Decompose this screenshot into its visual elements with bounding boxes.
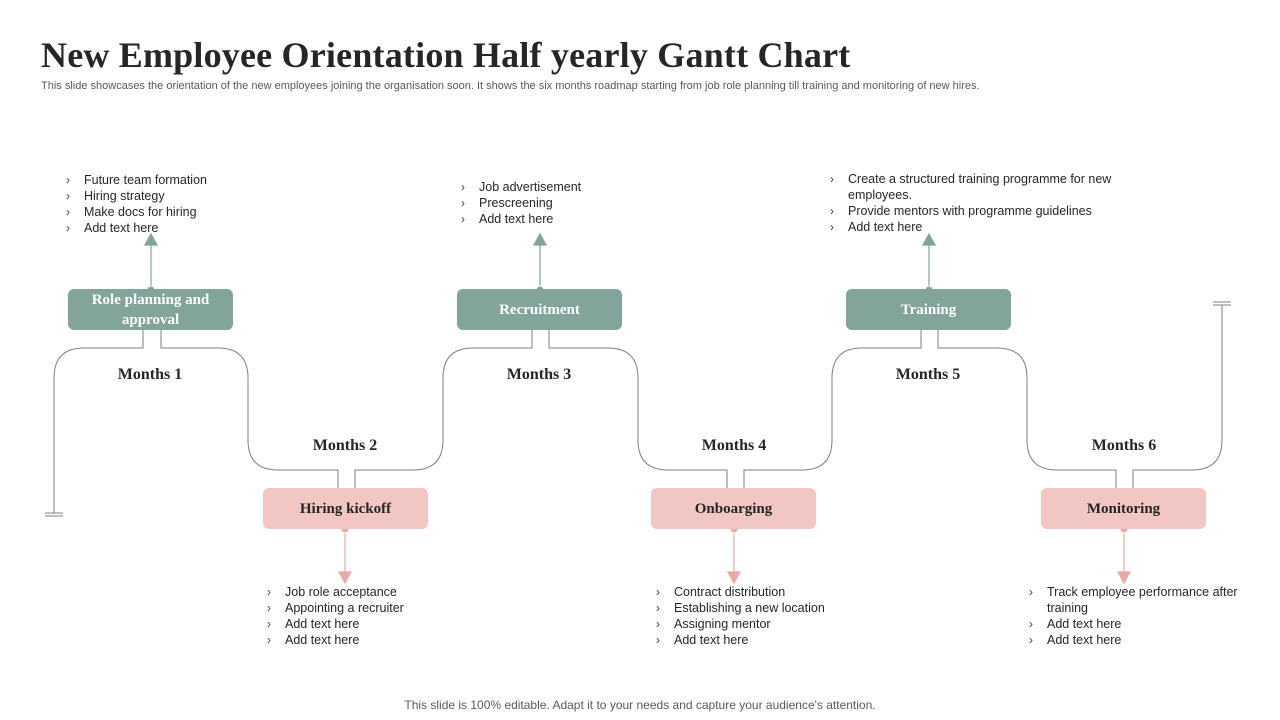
stage-role-planning: Role planning and approval [68, 289, 233, 330]
stage-recruitment: Recruitment [457, 289, 622, 330]
month-1-label: Months 1 [117, 366, 183, 383]
phase-5-point: Add text here [828, 219, 1118, 235]
stage-monitoring: Monitoring [1041, 488, 1206, 529]
phase-2-point: Add text here [265, 616, 465, 632]
phase-6-point: Add text here [1027, 632, 1242, 648]
phase-2-point: Job role acceptance [265, 584, 465, 600]
stage-onboarding: Onboarging [651, 488, 816, 529]
phase-5-point: Provide mentors with programme guideline… [828, 203, 1118, 219]
stage-training: Training [846, 289, 1011, 330]
page-title: New Employee Orientation Half yearly Gan… [41, 35, 851, 75]
phase-6-point: Track employee performance after trainin… [1027, 584, 1242, 616]
phase-1-points: Future team formation Hiring strategy Ma… [64, 172, 264, 236]
phase-5-points: Create a structured training programme f… [828, 171, 1118, 235]
phase-4-point: Contract distribution [654, 584, 864, 600]
phase-4-points: Contract distribution Establishing a new… [654, 584, 864, 648]
phase-3-points: Job advertisement Prescreening Add text … [459, 179, 659, 227]
page-subtitle: This slide showcases the orientation of … [41, 80, 980, 92]
stage-hiring-kickoff: Hiring kickoff [263, 488, 428, 529]
month-5-label: Months 5 [895, 366, 961, 383]
phase-3-point: Add text here [459, 211, 659, 227]
month-3-label: Months 3 [506, 366, 572, 383]
phase-4-point: Establishing a new location [654, 600, 864, 616]
month-6-label: Months 6 [1091, 437, 1157, 454]
phase-6-point: Add text here [1027, 616, 1242, 632]
phase-1-point: Add text here [64, 220, 264, 236]
phase-1-point: Hiring strategy [64, 188, 264, 204]
phase-3-point: Prescreening [459, 195, 659, 211]
phase-2-points: Job role acceptance Appointing a recruit… [265, 584, 465, 648]
phase-2-point: Appointing a recruiter [265, 600, 465, 616]
footer-note: This slide is 100% editable. Adapt it to… [404, 698, 876, 712]
phase-3-point: Job advertisement [459, 179, 659, 195]
phase-1-point: Make docs for hiring [64, 204, 264, 220]
phase-4-point: Assigning mentor [654, 616, 864, 632]
phase-2-point: Add text here [265, 632, 465, 648]
phase-6-points: Track employee performance after trainin… [1027, 584, 1242, 648]
phase-4-point: Add text here [654, 632, 864, 648]
month-4-label: Months 4 [701, 437, 767, 454]
month-2-label: Months 2 [312, 437, 378, 454]
phase-1-point: Future team formation [64, 172, 264, 188]
phase-5-point: Create a structured training programme f… [828, 171, 1118, 203]
